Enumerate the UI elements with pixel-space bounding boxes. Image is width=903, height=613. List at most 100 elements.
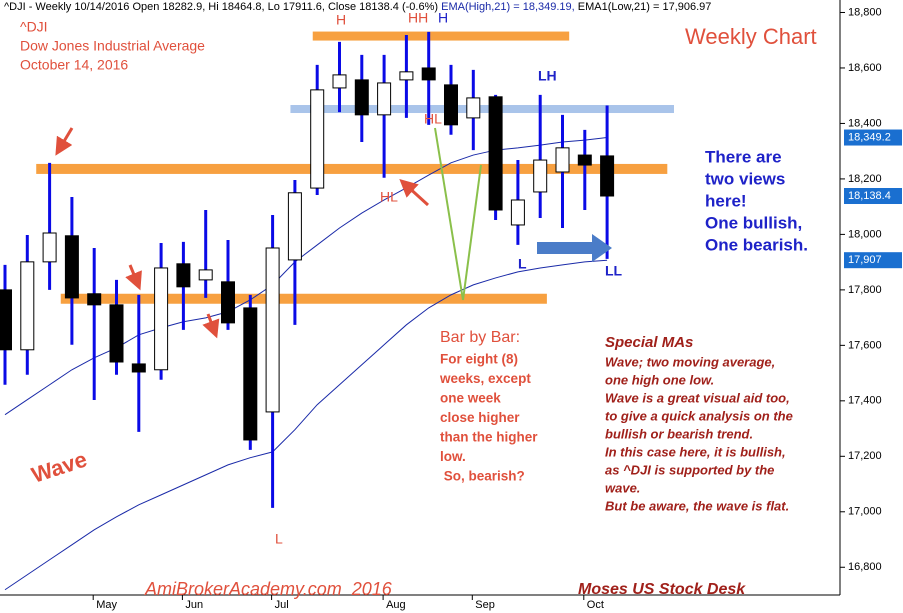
special-title: Special MAs: [605, 334, 693, 351]
x-tick-label: Aug: [386, 599, 406, 611]
bar-by-bar-line: For eight (8): [440, 352, 518, 367]
y-tick-label: 18,400: [848, 117, 882, 129]
ema-line: [4, 137, 608, 416]
bar-by-bar-line: low.: [440, 449, 466, 464]
special-line: In this case here, it is bullish,: [605, 444, 786, 459]
candle-body: [354, 79, 369, 116]
mark-layer: 18,349.2 18,138.4 17,907: [0, 31, 902, 508]
special-line: to give a quick analysis on the: [605, 408, 793, 423]
special-line: as ^DJI is supported by the: [605, 462, 774, 477]
special-line: Wave is a great visual aid too,: [605, 390, 790, 405]
price-tag-label: 17,907: [848, 254, 882, 266]
special-line: Wave; two moving average,: [605, 354, 775, 369]
special-line: wave.: [605, 480, 640, 495]
background-layer: 16,800 17,000 17,200 17,400 17,600 17,800 18,0…: [0, 0, 882, 611]
candle-body: [600, 155, 615, 197]
price-tag: [844, 129, 902, 146]
candle-body: [533, 159, 548, 193]
level-band: [312, 31, 570, 41]
special-line: bullish or bearish trend.: [605, 426, 753, 441]
candle-body: [243, 307, 258, 441]
y-tick-label: 17,000: [848, 506, 882, 518]
bar-by-bar-line: weeks, except: [439, 371, 531, 386]
label-hl: HL: [424, 111, 442, 127]
y-tick-label: 18,200: [848, 173, 882, 185]
price-tag-label: 18,349.2: [848, 131, 891, 143]
candle-body: [466, 97, 481, 119]
price-tag: [844, 252, 902, 269]
candle-body: [510, 199, 525, 226]
footer-site: AmiBrokerAcademy.com 2016: [144, 579, 393, 599]
level-band: [60, 293, 547, 304]
label-l: L: [275, 531, 283, 547]
candle-body: [488, 96, 503, 211]
candle-body: [109, 304, 124, 363]
special-line: one high one low.: [605, 372, 714, 387]
bar-by-bar-line: than the higher: [440, 430, 538, 445]
candle-body: [332, 74, 347, 89]
footer-desk: Moses US Stock Desk: [578, 581, 746, 598]
x-tick-label: Jul: [275, 599, 289, 611]
candle-body: [64, 235, 79, 299]
arrow: [55, 127, 74, 156]
bar-by-bar-line: one week: [440, 391, 501, 406]
decorations: [55, 127, 612, 339]
y-tick-label: 16,800: [848, 561, 882, 573]
bar-by-bar-line: So, bearish?: [440, 469, 525, 484]
date: October 14, 2016: [20, 57, 128, 73]
header-title: ^DJI - Weekly 10/14/2016 Open 18282.9, H…: [4, 1, 438, 13]
views-line: here!: [705, 191, 747, 210]
y-tick-label: 18,000: [848, 228, 882, 240]
candle-body: [265, 247, 280, 413]
candle-body: [444, 84, 458, 126]
level-band: [36, 163, 668, 174]
x-tick-label: Sep: [475, 599, 495, 611]
candle-body: [421, 67, 436, 81]
candle-body: [310, 89, 325, 189]
candle-body: [399, 71, 414, 81]
price-tag-label: 18,138.4: [848, 190, 891, 202]
symbol: ^DJI: [20, 19, 48, 35]
candle-body: [42, 232, 57, 263]
y-tick-label: 17,800: [848, 284, 882, 296]
candle-body: [287, 192, 302, 261]
x-tick-label: Oct: [587, 599, 604, 611]
arrow: [202, 313, 220, 339]
candle-body: [176, 263, 191, 288]
bar-by-bar-line: close higher: [440, 410, 520, 425]
guide-line: [434, 127, 464, 301]
x-tick-label: Jun: [185, 599, 203, 611]
label-h: H: [336, 12, 346, 28]
candle-body: [377, 82, 392, 116]
y-tick-label: 18,600: [848, 62, 882, 74]
y-tick-label: 18,800: [848, 6, 882, 18]
label-ll: LL: [605, 263, 623, 279]
views-line: One bearish.: [705, 235, 808, 254]
candle-body: [154, 267, 169, 371]
y-tick-label: 17,400: [848, 395, 882, 407]
header-ema-high: EMA(High,21) = 18,349.19,: [441, 1, 575, 13]
chart-title: Weekly Chart: [685, 24, 817, 49]
label-hl: HL: [380, 189, 398, 205]
big-arrow: [537, 234, 612, 262]
y-tick-label: 17,600: [848, 339, 882, 351]
arrow: [125, 264, 142, 291]
candle-body: [131, 363, 146, 373]
header: ^DJI - Weekly 10/14/2016 Open 18282.9, H…: [4, 1, 711, 13]
candle-body: [20, 261, 35, 351]
special-line: But be aware, the wave is flat.: [605, 498, 789, 513]
views-line: There are: [705, 147, 782, 166]
label-hh: HH: [408, 10, 428, 26]
price-tag: [844, 188, 902, 205]
arrow: [399, 178, 430, 207]
y-tick-label: 17,200: [848, 450, 882, 462]
candle-body: [221, 281, 235, 324]
candle-body: [577, 154, 592, 166]
label-l: L: [518, 256, 527, 272]
index-name: Dow Jones Industrial Average: [20, 38, 205, 54]
candle-body: [0, 289, 12, 351]
wave-label: Wave: [28, 446, 90, 487]
label-lh: LH: [538, 68, 557, 84]
candle-body: [198, 269, 213, 281]
